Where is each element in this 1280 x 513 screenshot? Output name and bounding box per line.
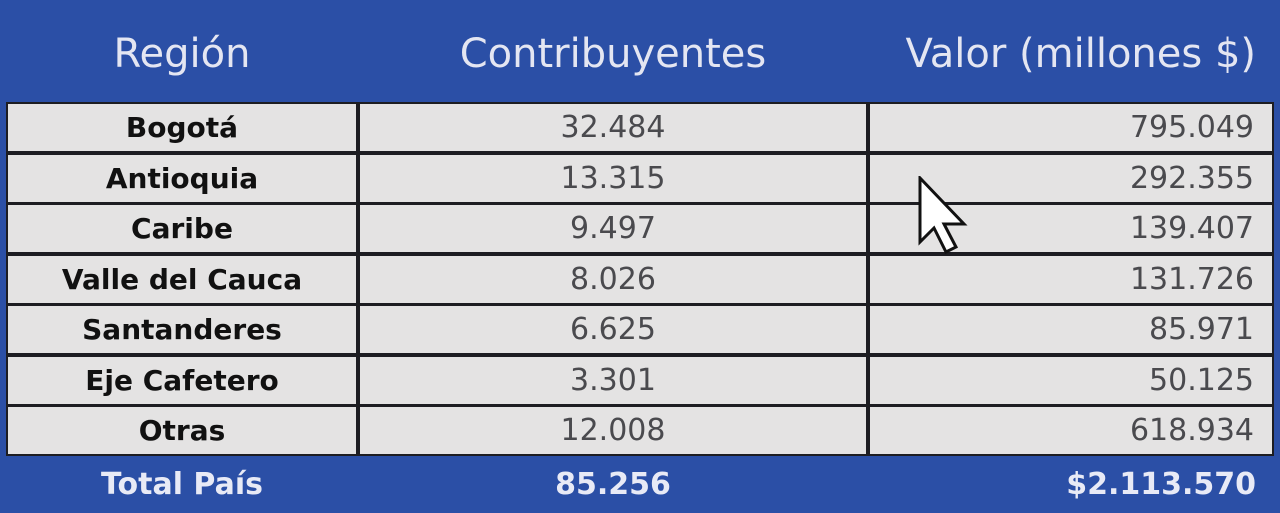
header-row: Región Contribuyentes Valor (millones $): [6, 0, 1274, 100]
region-cell: Santanderes: [6, 304, 358, 355]
valor-cell: 139.407: [868, 203, 1274, 254]
data-row: Caribe 9.497 139.407: [6, 203, 1274, 254]
data-row: Eje Cafetero 3.301 50.125: [6, 354, 1274, 406]
region-cell: Bogotá: [6, 102, 358, 153]
total-row: Total País 85.256 $2.113.570: [6, 459, 1274, 509]
contribuyentes-cell: 12.008: [358, 405, 868, 456]
region-cell: Caribe: [6, 203, 358, 254]
valor-cell: 618.934: [868, 405, 1274, 456]
contribuyentes-cell: 13.315: [358, 152, 868, 204]
contribuyentes-cell: 6.625: [358, 304, 868, 355]
total-cell: Total País: [101, 466, 263, 502]
contribuyentes-cell: 8.026: [358, 253, 868, 305]
header-cell: Contribuyentes: [459, 31, 767, 77]
valor-cell: 85.971: [868, 304, 1274, 355]
region-cell: Eje Cafetero: [6, 354, 358, 406]
region-cell: Valle del Cauca: [6, 253, 358, 305]
contribuyentes-cell: 32.484: [358, 102, 868, 153]
region-cell: Otras: [6, 405, 358, 456]
valor-cell: 131.726: [868, 253, 1274, 305]
data-row: Bogotá 32.484 795.049: [6, 102, 1274, 153]
mouse-cursor: [918, 176, 968, 255]
region-cell: Antioquia: [6, 152, 358, 204]
data-row: Otras 12.008 618.934: [6, 405, 1274, 456]
header-cell: Región: [113, 31, 251, 77]
valor-cell: 795.049: [868, 102, 1274, 153]
contribuyentes-cell: 9.497: [358, 203, 868, 254]
contribuyentes-cell: 3.301: [358, 354, 868, 406]
data-row: Antioquia 13.315 292.355: [6, 152, 1274, 204]
total-cell: 85.256: [555, 466, 671, 502]
cursor-arrow: [918, 176, 968, 255]
valor-cell: 50.125: [868, 354, 1274, 406]
data-row: Valle del Cauca 8.026 131.726: [6, 253, 1274, 305]
header-cell: Valor (millones $): [905, 31, 1256, 77]
total-cell: $2.113.570: [1066, 466, 1256, 502]
data-row: Santanderes 6.625 85.971: [6, 304, 1274, 355]
